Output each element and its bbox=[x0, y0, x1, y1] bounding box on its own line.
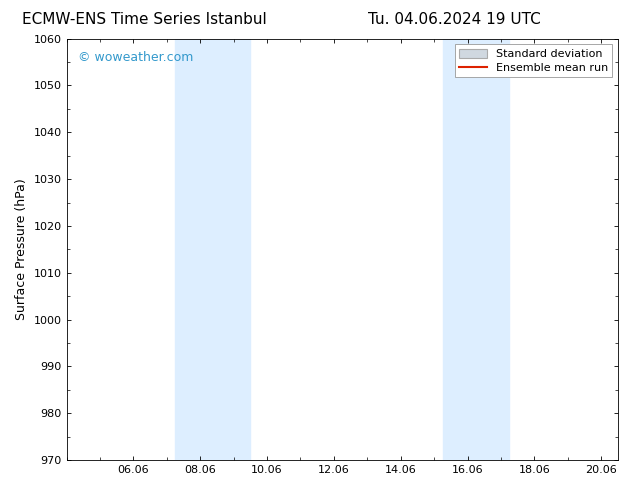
Bar bbox=[443, 39, 509, 460]
Text: Tu. 04.06.2024 19 UTC: Tu. 04.06.2024 19 UTC bbox=[368, 12, 540, 27]
Text: ECMW-ENS Time Series Istanbul: ECMW-ENS Time Series Istanbul bbox=[22, 12, 266, 27]
Bar bbox=[175, 39, 250, 460]
Y-axis label: Surface Pressure (hPa): Surface Pressure (hPa) bbox=[15, 178, 28, 320]
Text: © woweather.com: © woweather.com bbox=[77, 51, 193, 64]
Legend: Standard deviation, Ensemble mean run: Standard deviation, Ensemble mean run bbox=[455, 44, 612, 77]
